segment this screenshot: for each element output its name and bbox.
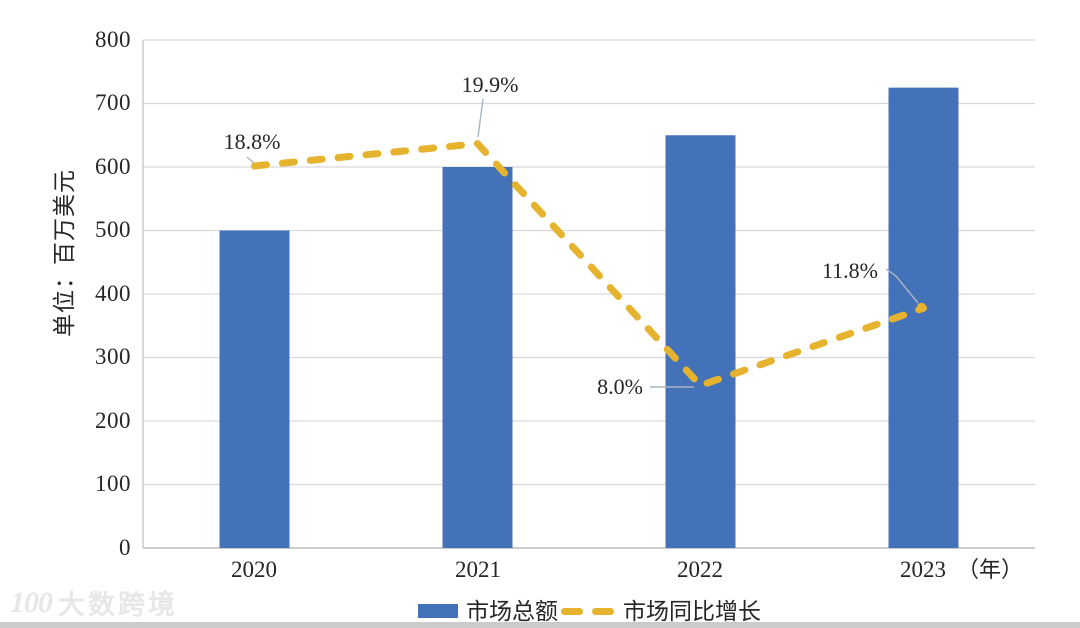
y-axis-title: 单位：百万美元 — [52, 169, 77, 337]
x-label-2023: 2023 — [900, 557, 946, 582]
bar-2021 — [442, 167, 513, 548]
data-label-2020-growth: 18.8% — [223, 129, 281, 154]
y-tick-400: 400 — [95, 281, 131, 306]
legend-swatch-line-series — [561, 608, 614, 615]
x-label-2021: 2021 — [455, 557, 501, 582]
x-label-2020: 2020 — [231, 557, 277, 582]
bar-2022 — [665, 135, 736, 548]
watermark-logo-icon: 100 — [10, 585, 53, 619]
growth-line-endpoint — [917, 302, 926, 312]
x-label-2022: 2022 — [677, 557, 723, 582]
y-tick-100: 100 — [95, 471, 131, 496]
data-label-2022-growth: 8.0% — [597, 374, 643, 399]
watermark: 100 大数跨境 — [10, 583, 178, 622]
y-tick-500: 500 — [95, 217, 131, 242]
y-tick-800: 800 — [95, 27, 131, 52]
y-tick-200: 200 — [95, 408, 131, 433]
leader-line-2023 — [885, 268, 919, 304]
data-label-2023-growth: 11.8% — [821, 258, 879, 283]
leader-line-2021 — [477, 98, 484, 138]
legend-swatch-bar-series — [418, 604, 458, 618]
legend-dash-icon — [592, 608, 614, 615]
legend-label-yoy-growth: 市场同比增长 — [623, 599, 761, 624]
legend-dash-icon — [561, 608, 583, 615]
y-tick-300: 300 — [95, 344, 131, 369]
data-label-2021-growth: 19.9% — [461, 72, 519, 97]
y-tick-700: 700 — [95, 90, 131, 115]
bar-2020 — [219, 230, 290, 548]
bottom-edge-strip — [0, 622, 1080, 628]
y-tick-0: 0 — [119, 535, 131, 560]
growth-line — [251, 140, 927, 389]
watermark-brand-text: 大数跨境 — [58, 590, 178, 620]
y-tick-600: 600 — [95, 154, 131, 179]
x-axis-unit-label: （年） — [957, 557, 1024, 582]
legend-label-market-total: 市场总额 — [466, 599, 558, 624]
